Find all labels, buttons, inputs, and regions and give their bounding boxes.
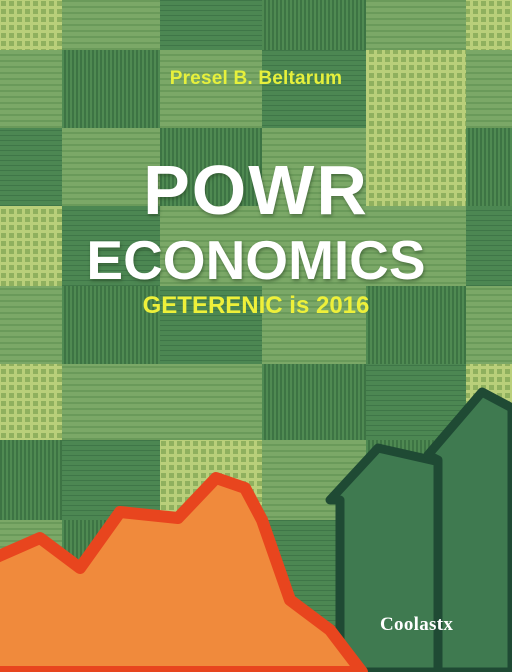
building-silhouette (325, 387, 512, 672)
orange-mountain-shape (0, 472, 368, 672)
title-line-1: POWR (143, 151, 369, 229)
title-line-2: ECONOMICS (86, 229, 426, 291)
publisher-logo-text: Coolastx (380, 614, 454, 635)
author-name: Presel B. Beltarum (169, 68, 343, 89)
subtitle: GETERENIC is 2016 (142, 292, 370, 319)
